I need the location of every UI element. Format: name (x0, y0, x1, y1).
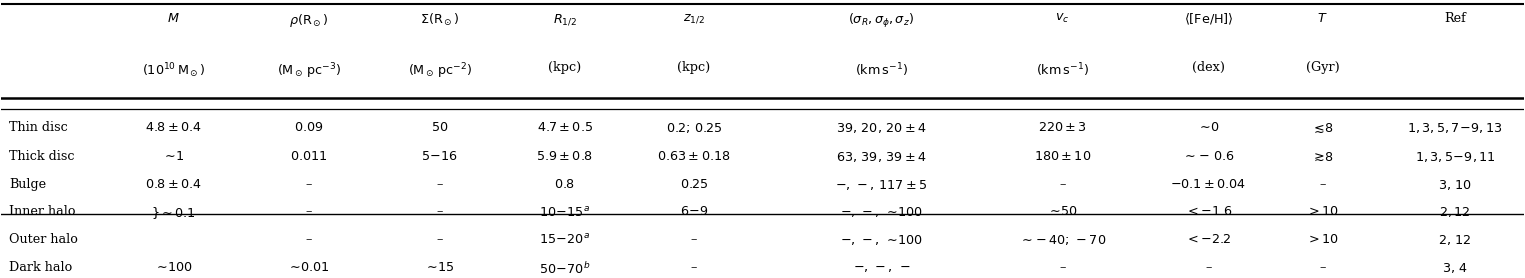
Text: $15\!-\!20^{a}$: $15\!-\!20^{a}$ (540, 233, 590, 247)
Text: $(\mathrm{km\,s}^{-1})$: $(\mathrm{km\,s}^{-1})$ (1035, 61, 1089, 79)
Text: $0.25$: $0.25$ (680, 178, 708, 191)
Text: –: – (1319, 261, 1325, 274)
Text: $0.8$: $0.8$ (554, 178, 575, 191)
Text: Ref: Ref (1444, 12, 1466, 25)
Text: $220\pm3$: $220\pm3$ (1039, 121, 1087, 135)
Text: $1,3,5,7\!-\!9,13$: $1,3,5,7\!-\!9,13$ (1408, 121, 1502, 135)
Text: Inner halo: Inner halo (9, 205, 76, 219)
Text: $2,12$: $2,12$ (1440, 205, 1472, 219)
Text: $\lesssim\!8$: $\lesssim\!8$ (1312, 121, 1334, 135)
Text: $T$: $T$ (1318, 12, 1328, 25)
Text: $\Sigma(\mathrm{R}_\odot)$: $\Sigma(\mathrm{R}_\odot)$ (421, 12, 459, 28)
Text: Bulge: Bulge (9, 178, 46, 191)
Text: –: – (436, 178, 442, 191)
Text: $(10^{10}\,\mathrm{M}_\odot)$: $(10^{10}\,\mathrm{M}_\odot)$ (142, 61, 204, 80)
Text: $\sim\!100$: $\sim\!100$ (154, 261, 194, 274)
Text: $0.2;\,0.25$: $0.2;\,0.25$ (665, 121, 723, 135)
Text: –: – (305, 205, 313, 219)
Text: $R_{1/2}$: $R_{1/2}$ (552, 12, 576, 27)
Text: $1,3,5\!-\!9,11$: $1,3,5\!-\!9,11$ (1415, 150, 1496, 164)
Text: –: – (436, 233, 442, 246)
Text: (dex): (dex) (1193, 61, 1225, 75)
Text: $\sim\!15$: $\sim\!15$ (424, 261, 454, 274)
Text: $-,\,-,\,-$: $-,\,-,\,-$ (852, 261, 910, 274)
Text: (kpc): (kpc) (547, 61, 581, 75)
Text: –: – (1060, 261, 1066, 274)
Text: $\}\sim0.1$: $\}\sim0.1$ (151, 205, 195, 221)
Text: $\sim\!-\,0.6$: $\sim\!-\,0.6$ (1182, 150, 1235, 163)
Text: Dark halo: Dark halo (9, 261, 72, 274)
Text: $(\mathrm{km\,s}^{-1})$: $(\mathrm{km\,s}^{-1})$ (854, 61, 907, 79)
Text: $63,\,39,\,39\pm4$: $63,\,39,\,39\pm4$ (836, 150, 927, 164)
Text: (Gyr): (Gyr) (1305, 61, 1339, 75)
Text: $-0.1\pm0.04$: $-0.1\pm0.04$ (1170, 178, 1246, 191)
Text: $50$: $50$ (432, 121, 448, 135)
Text: $v_c$: $v_c$ (1055, 12, 1069, 25)
Text: $M$: $M$ (168, 12, 180, 25)
Text: $-,\,-,\,117\pm5$: $-,\,-,\,117\pm5$ (836, 178, 927, 192)
Text: $50\!-\!70^{b}$: $50\!-\!70^{b}$ (538, 261, 590, 277)
Text: $\gtrsim\!8$: $\gtrsim\!8$ (1312, 150, 1334, 163)
Text: $0.8\pm0.4$: $0.8\pm0.4$ (145, 178, 201, 191)
Text: $180\pm10$: $180\pm10$ (1034, 150, 1090, 163)
Text: $0.011$: $0.011$ (290, 150, 328, 163)
Text: $-,\,-,\,\sim\!100$: $-,\,-,\,\sim\!100$ (840, 205, 923, 219)
Text: $\sim\!50$: $\sim\!50$ (1046, 205, 1078, 219)
Text: –: – (1205, 261, 1212, 274)
Text: $10\!-\!15^{a}$: $10\!-\!15^{a}$ (540, 205, 590, 219)
Text: $5.9\pm0.8$: $5.9\pm0.8$ (537, 150, 593, 163)
Text: –: – (436, 205, 442, 219)
Text: (kpc): (kpc) (677, 61, 711, 75)
Text: Thick disc: Thick disc (9, 150, 75, 163)
Text: $<-1.6$: $<-1.6$ (1185, 205, 1232, 219)
Text: Thin disc: Thin disc (9, 121, 67, 135)
Text: $<-2.2$: $<-2.2$ (1185, 233, 1232, 246)
Text: $6\!-\!9$: $6\!-\!9$ (680, 205, 709, 219)
Text: $0.09$: $0.09$ (294, 121, 323, 135)
Text: $\sim\!0.01$: $\sim\!0.01$ (287, 261, 331, 274)
Text: $5\!-\!16$: $5\!-\!16$ (421, 150, 459, 163)
Text: $>10$: $>10$ (1307, 233, 1339, 246)
Text: $2,\,12$: $2,\,12$ (1438, 233, 1472, 247)
Text: $3,\,4$: $3,\,4$ (1443, 261, 1469, 275)
Text: $(\mathrm{M}_\odot\,\mathrm{pc}^{-2})$: $(\mathrm{M}_\odot\,\mathrm{pc}^{-2})$ (407, 61, 471, 81)
Text: $\langle[\mathrm{Fe/H}]\rangle$: $\langle[\mathrm{Fe/H}]\rangle$ (1183, 12, 1234, 27)
Text: –: – (1060, 178, 1066, 191)
Text: –: – (1319, 178, 1325, 191)
Text: –: – (691, 261, 697, 274)
Text: $\sim\!-40;\,-70$: $\sim\!-40;\,-70$ (1019, 233, 1106, 247)
Text: $(\mathrm{M}_\odot\,\mathrm{pc}^{-3})$: $(\mathrm{M}_\odot\,\mathrm{pc}^{-3})$ (278, 61, 342, 81)
Text: $4.8\pm0.4$: $4.8\pm0.4$ (145, 121, 201, 135)
Text: $0.63\pm0.18$: $0.63\pm0.18$ (657, 150, 730, 163)
Text: $\sim\!1$: $\sim\!1$ (162, 150, 185, 163)
Text: Outer halo: Outer halo (9, 233, 78, 246)
Text: –: – (305, 233, 313, 246)
Text: $3,\,10$: $3,\,10$ (1438, 178, 1472, 192)
Text: $39,\,20,\,20\pm4$: $39,\,20,\,20\pm4$ (836, 121, 927, 135)
Text: $\rho(\mathrm{R}_\odot)$: $\rho(\mathrm{R}_\odot)$ (290, 12, 328, 29)
Text: $>10$: $>10$ (1307, 205, 1339, 219)
Text: $-,\,-,\,\sim\!100$: $-,\,-,\,\sim\!100$ (840, 233, 923, 247)
Text: –: – (691, 233, 697, 246)
Text: $\sim\!0$: $\sim\!0$ (1197, 121, 1220, 135)
Text: $z_{1/2}$: $z_{1/2}$ (683, 12, 705, 25)
Text: $4.7\pm0.5$: $4.7\pm0.5$ (537, 121, 593, 135)
Text: –: – (305, 178, 313, 191)
Text: $(\sigma_R,\sigma_\phi,\sigma_z)$: $(\sigma_R,\sigma_\phi,\sigma_z)$ (848, 12, 913, 30)
